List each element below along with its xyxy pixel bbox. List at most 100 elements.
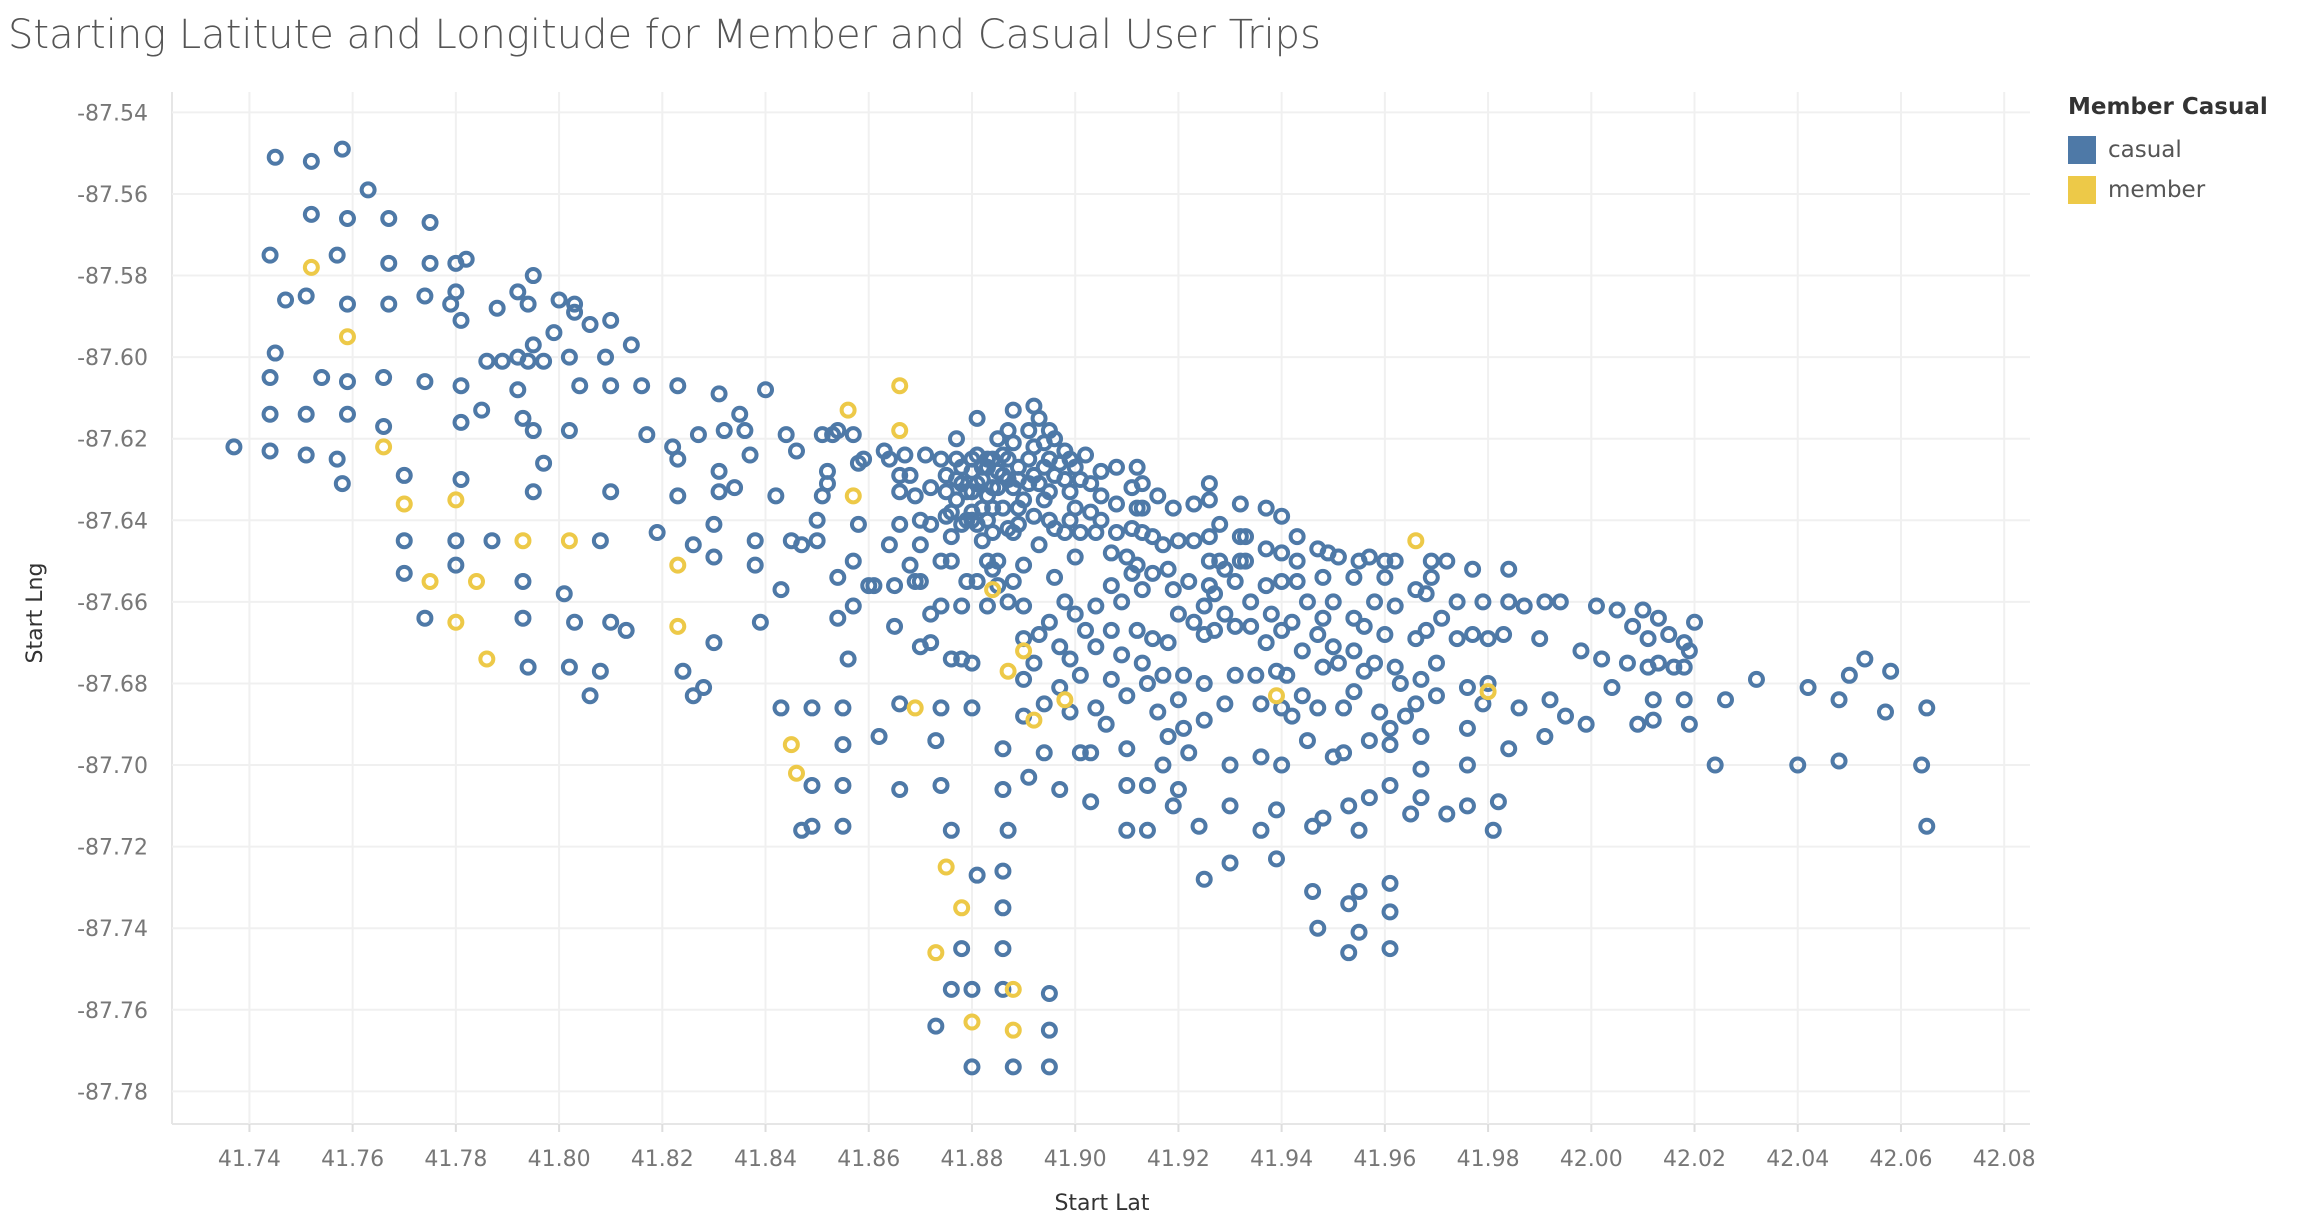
data-point-casual[interactable] [1355,617,1373,635]
data-point-casual[interactable] [1118,687,1136,705]
data-point-casual[interactable] [338,209,356,227]
data-point-casual[interactable] [1360,789,1378,807]
data-point-casual[interactable] [297,287,315,305]
data-point-casual[interactable] [953,597,971,615]
data-point-casual[interactable] [1118,548,1136,566]
data-point-casual[interactable] [1231,495,1249,513]
data-point-casual[interactable] [1618,654,1636,672]
data-point-casual[interactable] [1464,626,1482,644]
data-point-member[interactable] [927,944,945,962]
data-point-casual[interactable] [757,381,775,399]
data-point-member[interactable] [302,258,320,276]
data-point-casual[interactable] [994,862,1012,880]
data-point-casual[interactable] [452,377,470,395]
data-point-casual[interactable] [1035,695,1053,713]
data-point-casual[interactable] [493,352,511,370]
data-point-casual[interactable] [901,556,919,574]
data-point-member[interactable] [891,377,909,395]
data-point-casual[interactable] [452,311,470,329]
data-point-casual[interactable] [509,381,527,399]
data-point-casual[interactable] [994,940,1012,958]
data-point-casual[interactable] [1257,499,1275,517]
data-point-casual[interactable] [1009,515,1027,533]
data-point-casual[interactable] [772,581,790,599]
data-point-casual[interactable] [1025,507,1043,525]
data-point-casual[interactable] [1185,613,1203,631]
data-point-casual[interactable] [1077,621,1095,639]
data-point-casual[interactable] [1340,797,1358,815]
data-point-casual[interactable] [457,250,475,268]
data-point-casual[interactable] [1226,617,1244,635]
data-point-member[interactable] [1479,683,1497,701]
data-point-casual[interactable] [886,617,904,635]
data-point-casual[interactable] [277,291,295,309]
data-point-casual[interactable] [1624,617,1642,635]
data-point-casual[interactable] [746,556,764,574]
data-point-casual[interactable] [1102,544,1120,562]
data-point-casual[interactable] [1577,715,1595,733]
data-point-casual[interactable] [1309,699,1327,717]
data-point-member[interactable] [468,572,486,590]
data-point-casual[interactable] [1004,1058,1022,1076]
data-point-casual[interactable] [602,613,620,631]
data-point-casual[interactable] [787,442,805,460]
data-point-casual[interactable] [1593,650,1611,668]
data-point-casual[interactable] [834,776,852,794]
data-point-casual[interactable] [1169,605,1187,623]
data-point-casual[interactable] [555,585,573,603]
data-point-casual[interactable] [1252,748,1270,766]
data-point-casual[interactable] [978,597,996,615]
data-point-casual[interactable] [777,426,795,444]
data-point-casual[interactable] [1066,548,1084,566]
data-point-casual[interactable] [917,446,935,464]
data-point-casual[interactable] [1438,552,1456,570]
data-point-member[interactable] [891,422,909,440]
data-point-casual[interactable] [1649,654,1667,672]
data-point-casual[interactable] [829,422,847,440]
data-point-casual[interactable] [1040,984,1058,1002]
data-point-casual[interactable] [1500,740,1518,758]
data-point-casual[interactable] [942,650,960,668]
data-point-casual[interactable] [328,450,346,468]
data-point-casual[interactable] [772,699,790,717]
data-point-member[interactable] [984,581,1002,599]
data-point-member[interactable] [1407,532,1425,550]
data-point-casual[interactable] [380,209,398,227]
data-point-casual[interactable] [1009,458,1027,476]
data-point-casual[interactable] [1180,744,1198,762]
data-point-casual[interactable] [1046,430,1064,448]
data-point-casual[interactable] [1675,691,1693,709]
data-point-casual[interactable] [1107,495,1125,513]
data-point-casual[interactable] [891,695,909,713]
data-point-member[interactable] [906,699,924,717]
data-point-casual[interactable] [333,140,351,158]
data-point-casual[interactable] [380,254,398,272]
data-point-casual[interactable] [1376,552,1394,570]
data-point-casual[interactable] [452,413,470,431]
data-point-casual[interactable] [1314,609,1332,627]
data-point-casual[interactable] [1789,756,1807,774]
data-point-casual[interactable] [947,491,965,509]
data-point-casual[interactable] [710,483,728,501]
data-point-casual[interactable] [963,654,981,672]
data-point-casual[interactable] [1412,789,1430,807]
data-point-casual[interactable] [509,283,527,301]
data-point-casual[interactable] [1216,695,1234,713]
data-point-casual[interactable] [1876,703,1894,721]
data-point-casual[interactable] [1397,707,1415,725]
data-point-casual[interactable] [473,401,491,419]
data-point-member[interactable] [395,495,413,513]
data-point-casual[interactable] [514,572,532,590]
data-point-casual[interactable] [1629,715,1647,733]
data-point-casual[interactable] [669,377,687,395]
data-point-casual[interactable] [669,487,687,505]
data-point-casual[interactable] [524,483,542,501]
data-point-casual[interactable] [984,524,1002,542]
data-point-casual[interactable] [880,536,898,554]
data-point-casual[interactable] [1133,581,1151,599]
data-point-casual[interactable] [1040,1058,1058,1076]
data-point-casual[interactable] [829,568,847,586]
data-point-casual[interactable] [932,776,950,794]
data-point-casual[interactable] [1422,568,1440,586]
data-point-casual[interactable] [1149,487,1167,505]
